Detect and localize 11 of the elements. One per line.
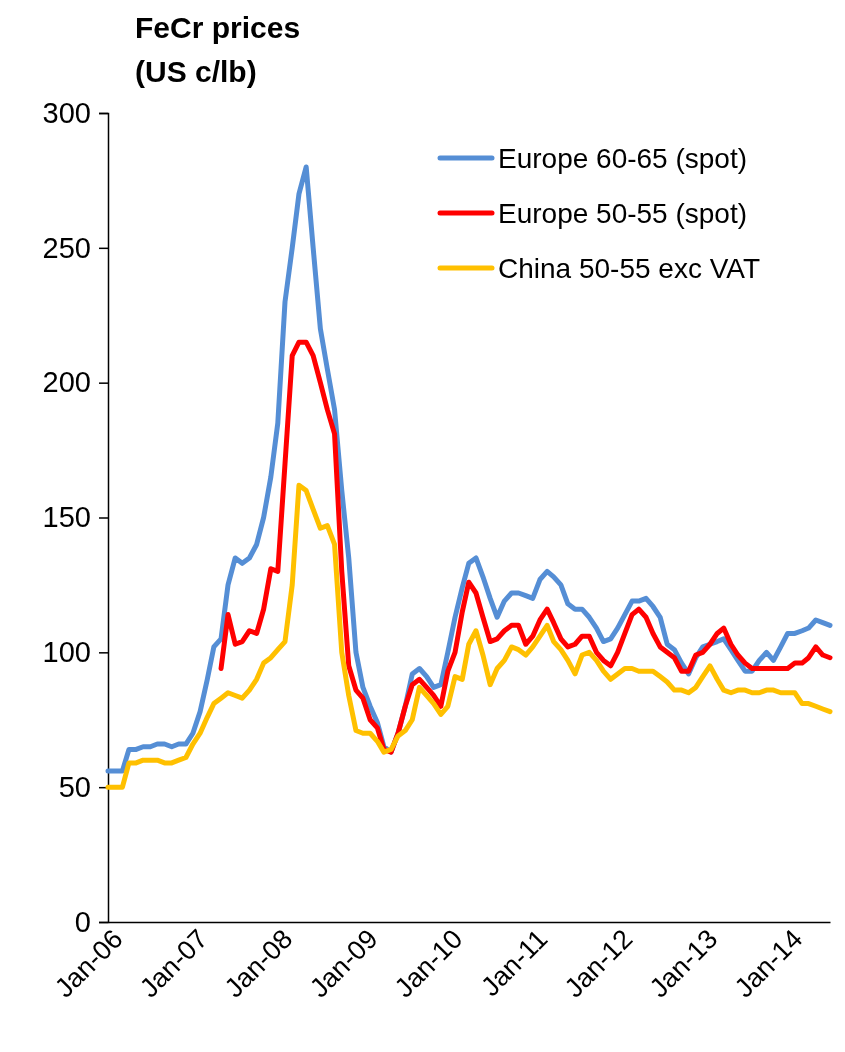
legend-label: Europe 50-55 (spot) (498, 197, 748, 229)
legend-label: Europe 60-65 (spot) (498, 142, 748, 174)
chart-title: FeCr prices (US c/lb) (135, 11, 301, 88)
y-tick-label: 200 (42, 366, 91, 399)
y-tick-label: 300 (42, 96, 91, 129)
y-tick-label: 100 (42, 636, 91, 669)
y-tick-label: 0 (74, 905, 91, 938)
y-tick-label: 50 (58, 770, 91, 803)
legend-label: China 50-55 exc VAT (498, 252, 760, 284)
y-tick-label: 150 (42, 501, 91, 534)
y-tick-label: 250 (42, 231, 91, 264)
